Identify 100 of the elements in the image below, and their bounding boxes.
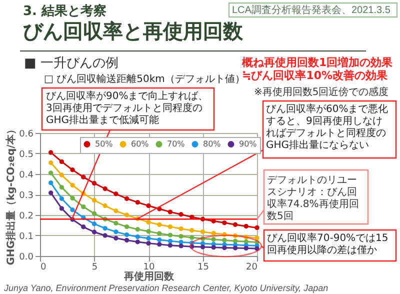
point bbox=[124, 212, 130, 218]
point bbox=[70, 168, 75, 172]
text: びん回収率70-90%では15回再使用以降の差は僅か bbox=[267, 232, 388, 256]
point bbox=[114, 220, 118, 226]
text: ■ 一升びんの例 bbox=[24, 56, 118, 71]
point bbox=[92, 230, 97, 234]
point bbox=[157, 237, 162, 242]
point bbox=[48, 150, 54, 155]
point bbox=[244, 224, 248, 229]
point bbox=[222, 220, 227, 226]
y-axis-title: GHG排出量（kg-CO₂eq/本） bbox=[5, 124, 18, 266]
point bbox=[59, 159, 64, 164]
point bbox=[222, 245, 227, 250]
point bbox=[146, 236, 151, 241]
point bbox=[168, 243, 173, 248]
point bbox=[48, 170, 54, 176]
point bbox=[190, 228, 194, 233]
text: Junya Yano, Environment Preservation Research Center, Kyoto University, Japan bbox=[3, 283, 328, 293]
point bbox=[70, 182, 75, 188]
point bbox=[59, 196, 64, 201]
point bbox=[124, 196, 130, 201]
point bbox=[146, 229, 151, 234]
legend-label: 70% bbox=[167, 139, 186, 148]
point bbox=[178, 240, 184, 244]
point bbox=[200, 229, 206, 234]
ref-line-label: デフォルトのリユースシナリオ：びん回収率74.8%再使用回数5回 bbox=[267, 175, 359, 222]
point bbox=[114, 192, 118, 196]
point bbox=[178, 226, 184, 232]
point bbox=[232, 246, 238, 250]
legend-label: 50% bbox=[95, 139, 114, 148]
point bbox=[190, 235, 194, 240]
point bbox=[102, 226, 108, 231]
text: びん回収率が60%まで悪化すると、9回再使用しなければデフォルトと同程度のGHG排出量にならない bbox=[266, 103, 388, 151]
point bbox=[81, 174, 86, 180]
point bbox=[178, 244, 184, 248]
point bbox=[59, 206, 64, 211]
point bbox=[178, 234, 184, 239]
point bbox=[168, 238, 173, 244]
point bbox=[135, 234, 140, 240]
point bbox=[124, 224, 130, 230]
point bbox=[168, 210, 173, 214]
x-tick-label: 15 bbox=[198, 262, 209, 272]
y-tick-label: 0.3 bbox=[19, 191, 34, 201]
point bbox=[102, 233, 108, 238]
y-tick-label: 0.1 bbox=[19, 232, 34, 242]
point bbox=[70, 208, 75, 212]
x-tick-label: 5 bbox=[92, 262, 98, 272]
text: LCA調査分析報告発表会、2021.3.5 bbox=[232, 4, 391, 16]
point bbox=[146, 203, 151, 208]
point bbox=[168, 224, 173, 230]
point bbox=[222, 238, 227, 243]
point bbox=[135, 240, 140, 244]
point bbox=[244, 246, 248, 251]
point bbox=[70, 196, 75, 201]
text: ≒びん回収率10%改善の効果 bbox=[242, 69, 389, 82]
point bbox=[102, 203, 108, 208]
point bbox=[211, 237, 216, 242]
point bbox=[178, 212, 184, 217]
point bbox=[114, 229, 118, 234]
legend-label: 60% bbox=[131, 139, 150, 148]
point bbox=[48, 160, 54, 166]
legend-label: 90% bbox=[239, 139, 258, 148]
y-tick-label: 0.6 bbox=[19, 130, 34, 140]
point bbox=[114, 208, 118, 214]
point bbox=[102, 186, 108, 192]
point bbox=[124, 238, 130, 243]
point bbox=[168, 232, 173, 238]
point bbox=[48, 190, 54, 196]
point bbox=[157, 242, 162, 247]
x-axis-title: 再使用回数 bbox=[123, 270, 175, 282]
y-tick-label: 0.0 bbox=[19, 252, 34, 262]
y-tick-label: 0.4 bbox=[19, 170, 34, 180]
point bbox=[81, 224, 86, 230]
y-tick-label: 0.5 bbox=[19, 150, 34, 160]
point bbox=[146, 220, 151, 225]
text: 概ね再使用回数1回増加の効果 bbox=[241, 56, 394, 69]
point bbox=[92, 198, 97, 203]
point bbox=[254, 225, 260, 230]
point bbox=[211, 245, 216, 250]
point bbox=[135, 227, 140, 232]
point bbox=[48, 180, 54, 186]
point bbox=[81, 204, 86, 210]
point bbox=[211, 230, 216, 236]
x-tick-label: 10 bbox=[143, 262, 155, 272]
chart-title: びん回収率と再使用回数 bbox=[23, 19, 244, 43]
point bbox=[157, 231, 162, 236]
text: びん回収率が90%まで向上すれば、3回再使用でデフォルトと同程度のGHG排出量まで低減可能 bbox=[46, 90, 208, 126]
x-tick-label: 0 bbox=[40, 262, 46, 272]
point bbox=[146, 240, 151, 246]
point bbox=[232, 222, 238, 227]
chart-subtitle: 3. 結果と考察 bbox=[23, 3, 107, 19]
y-tick-label: 0.2 bbox=[19, 212, 34, 222]
x-tick-label: 20 bbox=[246, 262, 258, 272]
point bbox=[124, 232, 130, 238]
point bbox=[92, 180, 97, 186]
point bbox=[114, 236, 118, 241]
point bbox=[92, 221, 97, 226]
point bbox=[135, 200, 140, 205]
point bbox=[254, 236, 260, 240]
point bbox=[157, 222, 162, 227]
